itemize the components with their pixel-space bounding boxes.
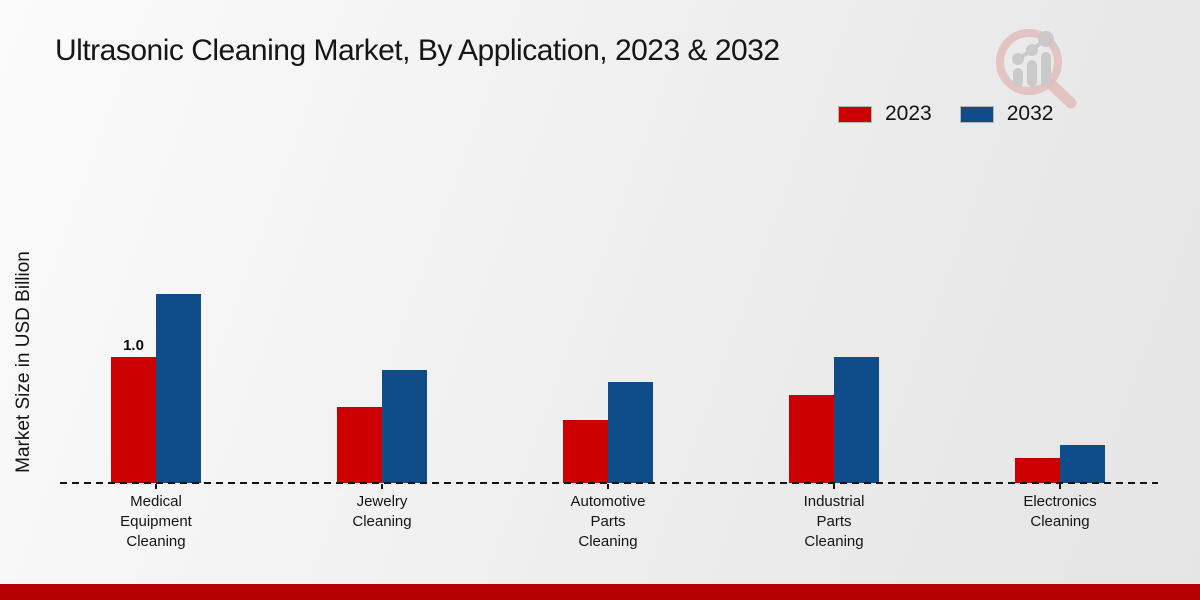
x-axis-baseline (60, 482, 1158, 484)
bar-2023-category-1 (337, 407, 382, 483)
chart-title: Ultrasonic Cleaning Market, By Applicati… (55, 34, 780, 67)
category-label-1: Jewelry Cleaning (352, 493, 412, 530)
bar-2032-category-2 (608, 382, 653, 483)
legend-label-2023: 2023 (885, 102, 932, 125)
legend-swatch-2023 (838, 105, 872, 123)
magnifier-icon (996, 29, 1077, 109)
x-axis-tick (833, 484, 835, 489)
legend-swatch-2032 (959, 105, 994, 123)
category-label-0: Medical Equipment Cleaning (120, 493, 192, 550)
x-axis-tick (1059, 484, 1061, 489)
bar-2023-category-4 (1015, 458, 1060, 483)
bar-2023-category-3 (789, 395, 834, 483)
bar-2032-category-3 (834, 357, 879, 483)
category-label-3: Industrial Parts Cleaning (803, 493, 865, 550)
legend-label-2032: 2032 (1006, 102, 1054, 125)
bar-2032-category-1 (382, 370, 427, 483)
x-axis-tick (155, 484, 157, 489)
category-label-4: Electronics Cleaning (1023, 493, 1097, 530)
bar-data-label: 1.0 (123, 337, 144, 354)
legend-item-2023: 2023 (838, 102, 932, 126)
bar-2023-category-2 (563, 420, 608, 483)
bar-2023-category-0 (111, 357, 156, 483)
x-axis-tick (607, 484, 609, 489)
category-label-2: Automotive Parts Cleaning (570, 493, 646, 550)
footer-accent-bar (0, 584, 1200, 600)
legend: 2023 2032 (838, 102, 1053, 126)
bar-2032-category-0 (156, 294, 201, 483)
legend-item-2032: 2032 (959, 102, 1054, 126)
brand-logo-icon (996, 29, 1077, 109)
x-axis-tick (381, 484, 383, 489)
bar-2032-category-4 (1060, 445, 1105, 483)
logo-bar-chart-icon (1012, 31, 1054, 87)
